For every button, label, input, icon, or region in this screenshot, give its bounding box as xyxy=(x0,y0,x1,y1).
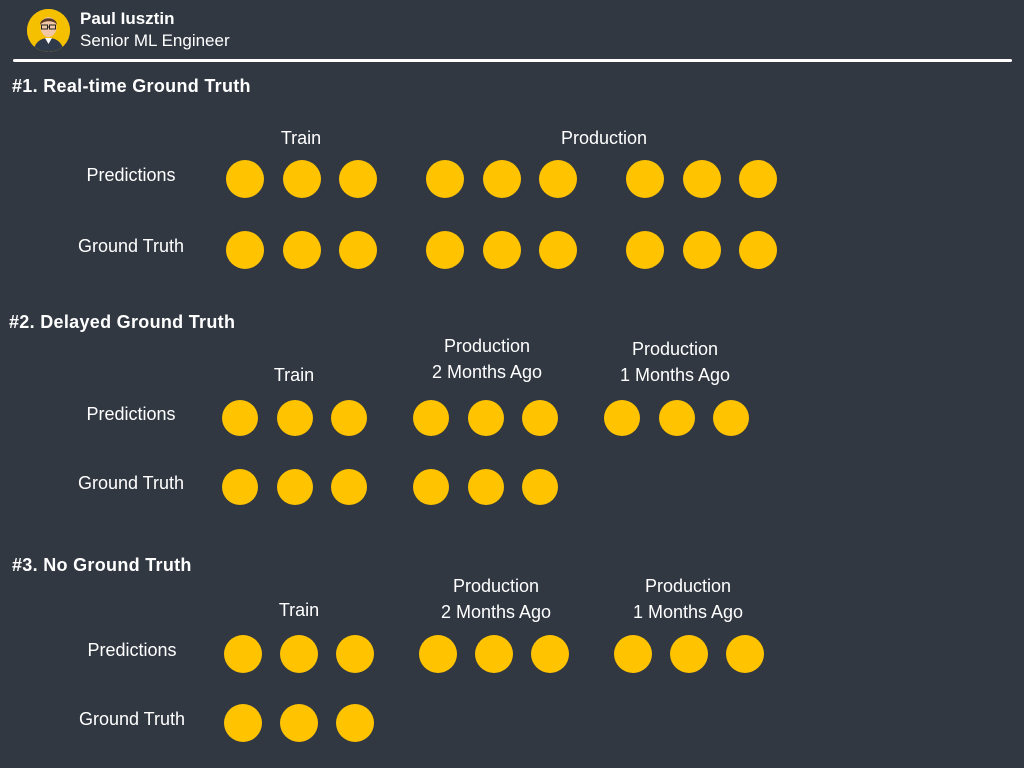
data-point-dot xyxy=(713,400,749,436)
data-point-dot xyxy=(226,231,264,269)
data-point-dot xyxy=(475,635,513,673)
data-point-dot xyxy=(726,635,764,673)
header-divider xyxy=(13,59,1012,62)
section-1-title: #1. Real-time Ground Truth xyxy=(12,76,251,96)
section-3-title: #3. No Ground Truth xyxy=(12,555,192,575)
data-point-dot xyxy=(224,704,262,742)
data-point-dot xyxy=(626,160,664,198)
data-point-dot xyxy=(222,469,258,505)
data-point-dot xyxy=(604,400,640,436)
section-3-col-production-2-months: Production 2 Months Ago xyxy=(440,576,552,622)
section-1-col-train: Train xyxy=(280,128,322,148)
section-3-row-ground-truth: Ground Truth xyxy=(78,709,186,729)
data-point-dot xyxy=(280,704,318,742)
data-point-dot xyxy=(614,635,652,673)
author-avatar xyxy=(27,9,70,52)
section-3-col-production-1-month: Production 1 Months Ago xyxy=(632,576,744,622)
data-point-dot xyxy=(331,400,367,436)
data-point-dot xyxy=(739,231,777,269)
person-icon xyxy=(27,9,70,52)
section-2-col-production-1-month: Production 1 Months Ago xyxy=(619,339,731,385)
data-point-dot xyxy=(226,160,264,198)
data-point-dot xyxy=(280,635,318,673)
section-2-row-ground-truth: Ground Truth xyxy=(77,473,185,493)
data-point-dot xyxy=(276,469,313,505)
data-point-dot xyxy=(739,160,777,198)
data-point-dot xyxy=(339,160,377,198)
data-point-dot xyxy=(670,635,708,673)
data-point-dot xyxy=(482,231,521,269)
data-point-dot xyxy=(682,231,721,269)
data-point-dot xyxy=(339,231,377,269)
data-point-dot xyxy=(331,469,367,505)
data-point-dot xyxy=(522,400,558,436)
data-point-dot xyxy=(626,231,664,269)
section-2-col-train: Train xyxy=(273,365,315,385)
data-point-dot xyxy=(467,400,504,436)
data-point-dot xyxy=(467,469,504,505)
section-3-col-train: Train xyxy=(278,600,320,620)
data-point-dot xyxy=(224,635,262,673)
data-point-dot xyxy=(539,231,577,269)
data-point-dot xyxy=(282,231,321,269)
data-point-dot xyxy=(336,635,374,673)
data-point-dot xyxy=(282,160,321,198)
section-1-row-ground-truth: Ground Truth xyxy=(77,236,185,256)
data-point-dot xyxy=(531,635,569,673)
section-2-row-predictions: Predictions xyxy=(86,404,176,424)
data-point-dot xyxy=(276,400,313,436)
data-point-dot xyxy=(522,469,558,505)
data-point-dot xyxy=(539,160,577,198)
section-1-col-production: Production xyxy=(560,128,648,148)
data-point-dot xyxy=(413,400,449,436)
data-point-dot xyxy=(426,231,464,269)
section-2-title: #2. Delayed Ground Truth xyxy=(9,312,236,332)
section-1-row-predictions: Predictions xyxy=(86,165,176,185)
data-point-dot xyxy=(419,635,457,673)
author-name: Paul Iusztin xyxy=(80,9,175,28)
data-point-dot xyxy=(336,704,374,742)
data-point-dot xyxy=(426,160,464,198)
author-role: Senior ML Engineer xyxy=(80,31,230,50)
section-2-col-production-2-months: Production 2 Months Ago xyxy=(431,336,543,382)
data-point-dot xyxy=(658,400,695,436)
section-3-row-predictions: Predictions xyxy=(87,640,177,660)
data-point-dot xyxy=(413,469,449,505)
data-point-dot xyxy=(222,400,258,436)
data-point-dot xyxy=(482,160,521,198)
data-point-dot xyxy=(682,160,721,198)
